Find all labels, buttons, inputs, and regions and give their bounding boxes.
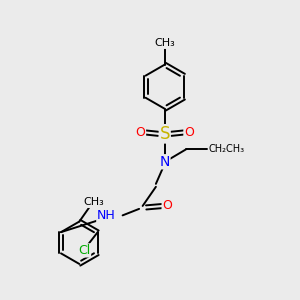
Text: N: N <box>160 155 170 169</box>
Text: S: S <box>160 125 170 143</box>
Text: O: O <box>162 200 172 212</box>
Text: NH: NH <box>97 209 116 222</box>
Text: O: O <box>184 126 194 139</box>
Text: Cl: Cl <box>78 244 91 257</box>
Text: CH₃: CH₃ <box>84 197 104 207</box>
Text: CH₂CH₃: CH₂CH₃ <box>208 144 245 154</box>
Text: CH₃: CH₃ <box>154 38 175 48</box>
Text: O: O <box>136 126 146 139</box>
